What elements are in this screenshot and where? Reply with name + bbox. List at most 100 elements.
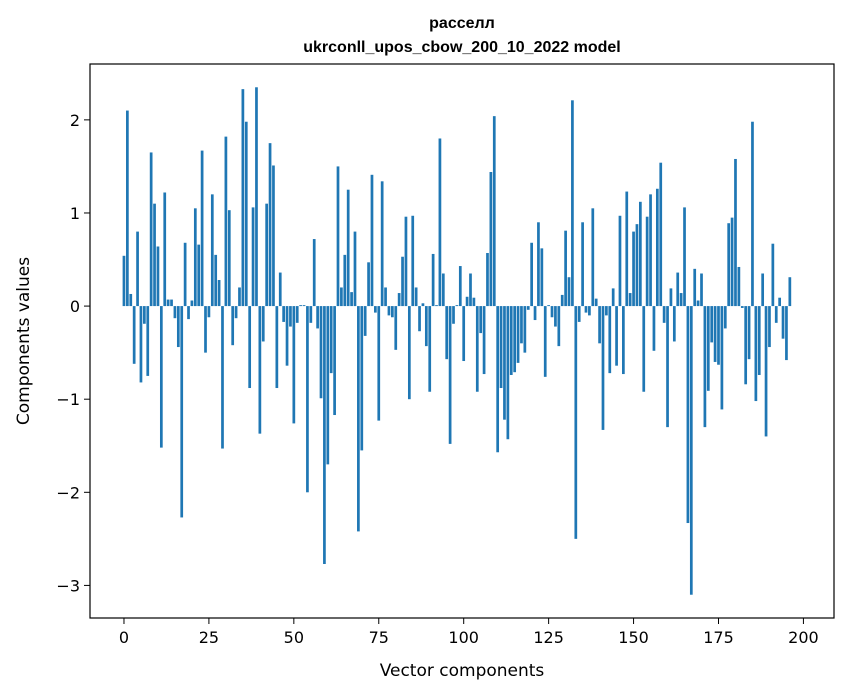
- bar-173: [710, 306, 714, 343]
- bar-166: [686, 306, 690, 524]
- bar-24: [204, 306, 207, 353]
- x-tick-label: 50: [284, 628, 304, 647]
- bar-76: [380, 181, 384, 307]
- bar-12: [163, 192, 167, 307]
- x-axis-ticks: 0 25 50 75 100 125 150 175 200: [119, 618, 819, 647]
- bar-8: [149, 152, 153, 307]
- bar-44: [272, 165, 275, 307]
- bar-90: [428, 306, 432, 392]
- bar-188: [761, 273, 765, 307]
- bar-150: [632, 231, 635, 307]
- bar-167: [689, 306, 693, 595]
- bar-35: [241, 89, 245, 307]
- bar-133: [574, 306, 578, 539]
- bar-58: [319, 306, 323, 399]
- bar-171: [703, 306, 707, 428]
- bar-31: [227, 210, 231, 307]
- bar-181: [737, 266, 741, 307]
- bar-97: [452, 306, 455, 324]
- bar-122: [537, 222, 540, 307]
- bar-148: [625, 191, 629, 307]
- bar-5: [139, 306, 143, 383]
- bar-22: [197, 244, 201, 307]
- bar-190: [768, 306, 771, 348]
- chart-title-line-2: ukrconll_upos_cbow_200_10_2022 model: [303, 39, 620, 56]
- bar-62: [333, 306, 336, 416]
- bar-99: [458, 266, 462, 307]
- bar-28: [217, 280, 221, 307]
- bar-128: [557, 306, 561, 347]
- x-tick-label: 175: [703, 628, 734, 647]
- bar-138: [591, 208, 595, 307]
- bar-45: [275, 306, 279, 389]
- bar-117: [520, 306, 523, 344]
- bar-110: [496, 306, 500, 453]
- bar-48: [285, 306, 289, 366]
- bar-80: [394, 306, 398, 350]
- bar-155: [649, 194, 652, 307]
- bar-136: [584, 306, 588, 313]
- bar-54: [306, 306, 309, 493]
- bar-73: [370, 174, 374, 307]
- bar-20: [190, 300, 194, 307]
- bar-194: [781, 306, 785, 339]
- bar-13: [166, 299, 170, 307]
- bar-86: [414, 287, 418, 307]
- bar-64: [340, 287, 343, 307]
- bar-141: [601, 306, 605, 430]
- bar-140: [598, 306, 601, 344]
- bar-106: [482, 306, 486, 375]
- bar-57: [316, 306, 319, 329]
- bar-149: [628, 293, 632, 307]
- bar-94: [441, 273, 445, 307]
- bar-18: [183, 242, 187, 307]
- bar-79: [390, 306, 394, 318]
- bar-87: [418, 306, 421, 332]
- bar-143: [608, 306, 612, 374]
- bar-100: [462, 306, 466, 362]
- y-tick-label: −1: [56, 390, 80, 409]
- bar-1: [126, 110, 129, 307]
- bar-91: [431, 253, 435, 307]
- bar-56: [312, 239, 316, 307]
- bar-196: [788, 277, 792, 307]
- bar-89: [424, 306, 428, 347]
- bar-4: [136, 231, 139, 307]
- bar-11: [159, 306, 163, 448]
- bar-104: [475, 306, 479, 392]
- bar-43: [268, 143, 272, 307]
- bar-27: [214, 254, 218, 307]
- bar-120: [530, 242, 534, 307]
- bar-68: [353, 231, 357, 307]
- bar-144: [611, 288, 615, 307]
- bar-109: [492, 116, 496, 307]
- bar-129: [560, 294, 564, 307]
- bar-153: [642, 306, 646, 392]
- bar-126: [550, 306, 554, 318]
- bar-17: [180, 306, 184, 518]
- bar-174: [713, 306, 717, 362]
- bar-186: [754, 306, 758, 402]
- bar-137: [588, 306, 591, 316]
- bar-157: [655, 188, 659, 307]
- bar-84: [407, 306, 411, 400]
- bar-74: [374, 306, 377, 313]
- bar-38: [251, 207, 255, 307]
- bar-52: [299, 305, 302, 307]
- bar-65: [343, 254, 347, 307]
- bar-60: [326, 306, 330, 465]
- bar-36: [244, 121, 248, 307]
- bar-46: [278, 272, 282, 307]
- bar-42: [265, 203, 269, 307]
- bar-183: [744, 306, 748, 385]
- bar-107: [486, 253, 489, 307]
- bar-127: [554, 306, 557, 327]
- bar-49: [289, 306, 292, 327]
- bar-130: [564, 230, 567, 307]
- y-tick-label: −3: [56, 576, 80, 595]
- bar-72: [367, 262, 370, 307]
- bar-25: [207, 306, 211, 318]
- bar-77: [384, 287, 387, 307]
- bar-101: [465, 296, 469, 307]
- x-tick-label: 25: [199, 628, 219, 647]
